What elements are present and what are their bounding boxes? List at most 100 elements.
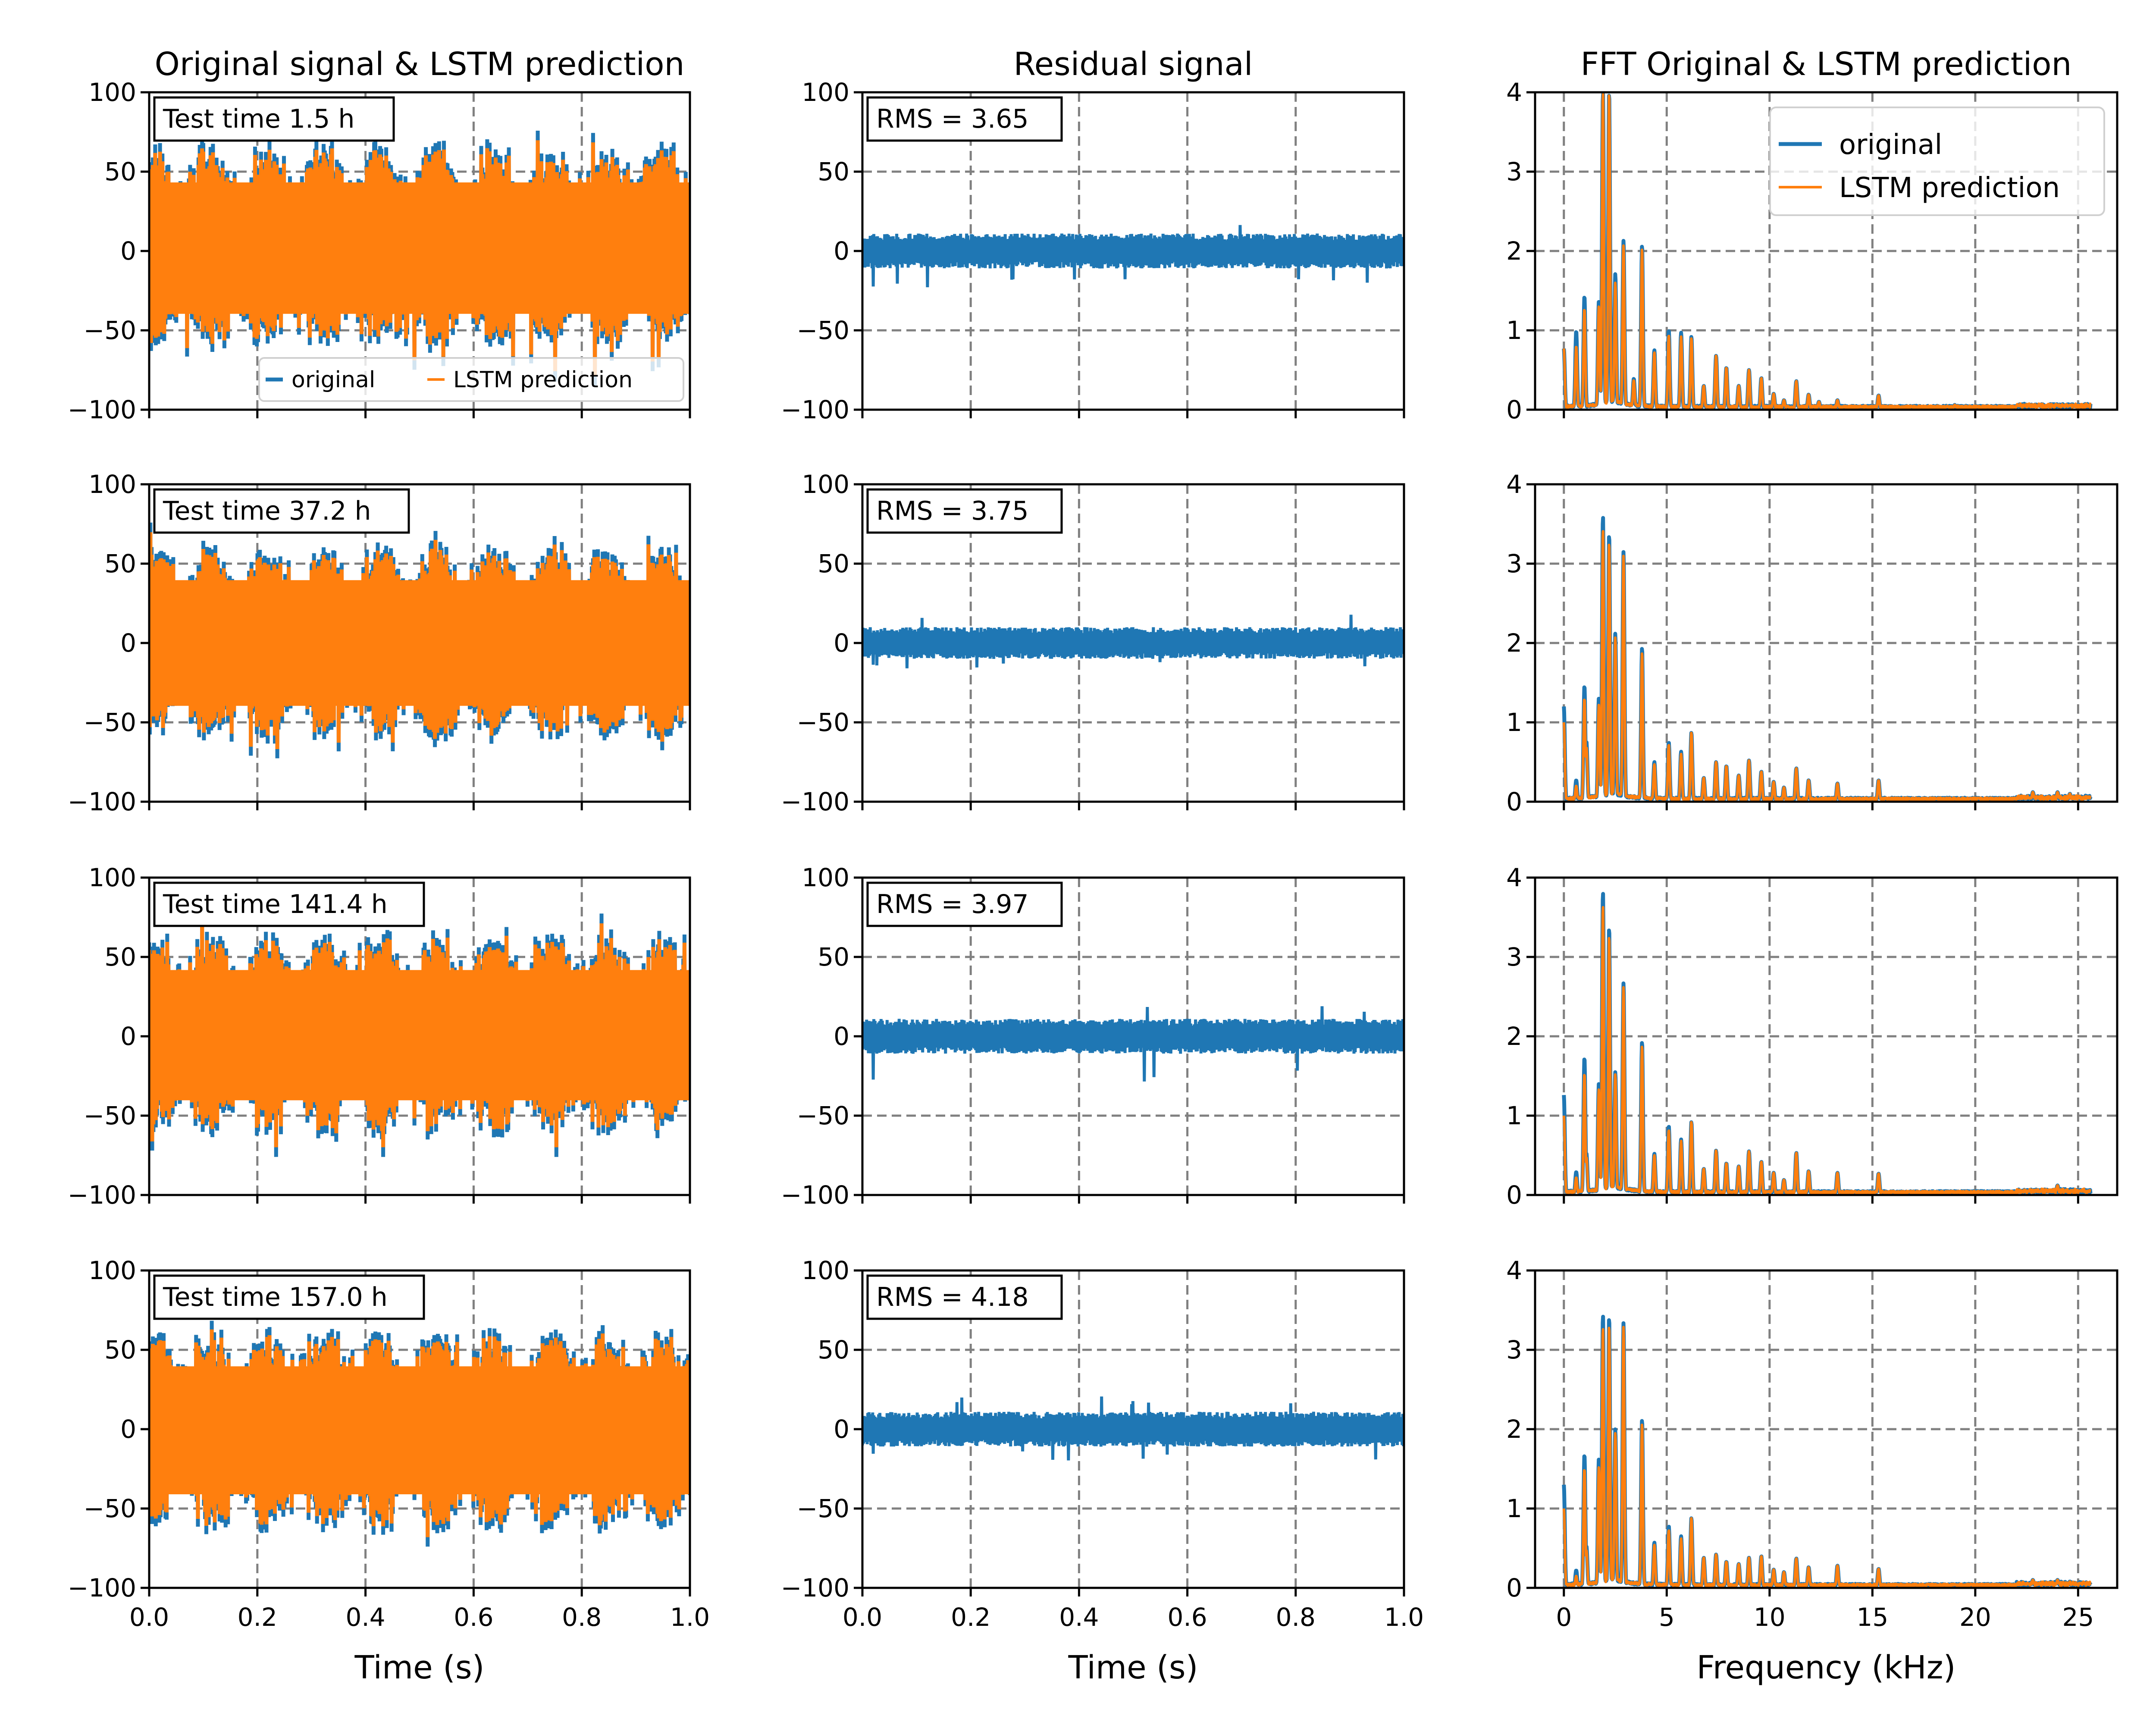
- y-tick-label: 0: [1506, 395, 1522, 424]
- series-lstm-prediction-fill: [149, 580, 690, 706]
- y-tick-label: 100: [802, 1256, 849, 1285]
- panel-r2-c3: 0 1 2 3 4: [1506, 470, 2118, 816]
- panel-r3-c2: −100 −50 0 50 100 RMS = 3.97: [781, 863, 1405, 1210]
- rms-box: [866, 881, 1063, 927]
- data-marks: [149, 913, 690, 1157]
- y-tick-label: 0: [1506, 1180, 1522, 1210]
- test-time-box: [153, 1274, 425, 1320]
- y-tick-label: 2: [1506, 1022, 1522, 1051]
- data-marks: [149, 1320, 690, 1547]
- y-tick-label: 0: [834, 236, 849, 266]
- y-tick-label: 3: [1506, 1335, 1522, 1364]
- y-tick-label: 100: [88, 78, 136, 107]
- data-marks: [862, 1396, 1404, 1461]
- x-tick-label: 10: [1754, 1603, 1786, 1632]
- data-marks: [862, 615, 1404, 668]
- data-marks: [862, 225, 1404, 288]
- x-tick-label: 0.6: [1167, 1603, 1207, 1632]
- y-tick-label: −100: [781, 787, 849, 816]
- x-tick-label: 1.0: [670, 1603, 710, 1632]
- data-marks: [862, 1006, 1404, 1082]
- series-fft-lstm-prediction: [1562, 906, 2092, 1195]
- series-fft-lstm-prediction: [1562, 1326, 2092, 1588]
- y-tick-label: −100: [781, 1573, 849, 1603]
- y-tick-label: 3: [1506, 942, 1522, 972]
- legend-box: [1769, 107, 2105, 216]
- x-tick-label: 20: [1959, 1603, 1991, 1632]
- column-title: Residual signal: [1014, 46, 1253, 83]
- y-tick-label: −50: [84, 316, 136, 345]
- panel-r2-c2: −100 −50 0 50 100 RMS = 3.75: [781, 470, 1405, 816]
- data-marks: [1562, 92, 2093, 410]
- rms-label: RMS = 3.75: [876, 496, 1029, 526]
- y-tick-label: −50: [797, 316, 849, 345]
- y-tick-label: 50: [818, 549, 849, 578]
- test-time-label: Test time 37.2 h: [163, 496, 371, 526]
- x-tick-label: 0.2: [951, 1603, 990, 1632]
- rms-box: [866, 488, 1063, 534]
- y-tick-label: 100: [802, 78, 849, 107]
- test-time-box: [153, 96, 395, 142]
- y-tick-label: 100: [88, 1256, 136, 1285]
- y-tick-label: 50: [818, 1335, 849, 1364]
- series-residual-fill: [862, 241, 1404, 261]
- x-tick-label: 5: [1659, 1603, 1675, 1632]
- y-tick-label: −100: [68, 1573, 136, 1603]
- y-tick-label: 50: [818, 942, 849, 972]
- y-tick-label: 4: [1506, 470, 1522, 499]
- test-time-label: Test time 157.0 h: [163, 1282, 388, 1312]
- x-tick-label: 0.8: [562, 1603, 602, 1632]
- legend-label-original: original: [1839, 129, 1942, 161]
- y-tick-label: 0: [120, 628, 136, 658]
- x-tick-label: 15: [1856, 1603, 1888, 1632]
- series-residual-fill: [862, 1026, 1404, 1046]
- x-tick-label: 0: [1556, 1603, 1572, 1632]
- column-title: FFT Original & LSTM prediction: [1581, 46, 2072, 83]
- data-marks: [149, 522, 690, 759]
- rms-label: RMS = 3.65: [876, 104, 1029, 134]
- series-fft-lstm-prediction: [1562, 530, 2092, 802]
- legend-label-lstm: LSTM prediction: [1839, 172, 2060, 204]
- y-tick-label: 1: [1506, 1101, 1522, 1130]
- y-tick-label: −100: [781, 1180, 849, 1210]
- y-tick-label: 0: [120, 236, 136, 266]
- y-tick-label: 50: [104, 157, 136, 186]
- rms-box: [866, 96, 1063, 142]
- y-tick-label: 100: [88, 863, 136, 892]
- panel-r4-c1: 0.0 0.2 0.4 0.6 0.8 1.0 −100 −50 0 50 100 Time (s) T…: [68, 1256, 710, 1686]
- legend-box: [258, 357, 684, 402]
- panel-r1-c2: −100 −50 0 50 100 Residual signal RMS = 3.65: [781, 46, 1405, 424]
- y-tick-label: 0: [834, 628, 849, 658]
- y-tick-label: −100: [68, 395, 136, 424]
- y-tick-label: 4: [1506, 1256, 1522, 1285]
- rms-box: [866, 1274, 1063, 1320]
- legend-label-lstm: LSTM prediction: [453, 367, 633, 393]
- series-lstm-prediction-fill: [149, 970, 690, 1101]
- y-tick-label: −50: [84, 708, 136, 737]
- x-tick-label: 0.8: [1276, 1603, 1316, 1632]
- y-tick-label: −100: [68, 1180, 136, 1210]
- y-tick-label: 2: [1506, 236, 1522, 266]
- panel-r3-c1: −100 −50 0 50 100 Test time 141.4 h: [68, 863, 691, 1210]
- panel-r2-c1: −100 −50 0 50 100 Test time 37.2 h: [68, 470, 691, 816]
- y-tick-label: 50: [818, 157, 849, 186]
- data-marks: [1562, 516, 2093, 802]
- y-tick-label: −100: [68, 787, 136, 816]
- y-tick-label: 0: [1506, 1573, 1522, 1603]
- test-time-label: Test time 141.4 h: [163, 889, 388, 919]
- y-tick-label: 100: [88, 470, 136, 499]
- y-tick-label: 1: [1506, 316, 1522, 345]
- column-title: Original signal & LSTM prediction: [155, 46, 685, 83]
- y-tick-label: 4: [1506, 78, 1522, 107]
- y-tick-label: 2: [1506, 1414, 1522, 1444]
- panel-r1-c3: 0 1 2 3 4 FFT Original & LSTM prediction origi…: [1506, 46, 2118, 424]
- x-tick-label: 0.6: [454, 1603, 493, 1632]
- legend-fft: original LSTM prediction: [1769, 107, 2105, 216]
- x-tick-label: 0.4: [1059, 1603, 1099, 1632]
- series-residual-fill: [862, 1419, 1404, 1439]
- y-tick-label: −50: [797, 1494, 849, 1523]
- panel-r4-c2: 0.0 0.2 0.4 0.6 0.8 1.0 −100 −50 0 50 100 Time (s) R…: [781, 1256, 1424, 1686]
- x-tick-label: 0.0: [129, 1603, 169, 1632]
- series-lstm-prediction-fill: [149, 1366, 690, 1495]
